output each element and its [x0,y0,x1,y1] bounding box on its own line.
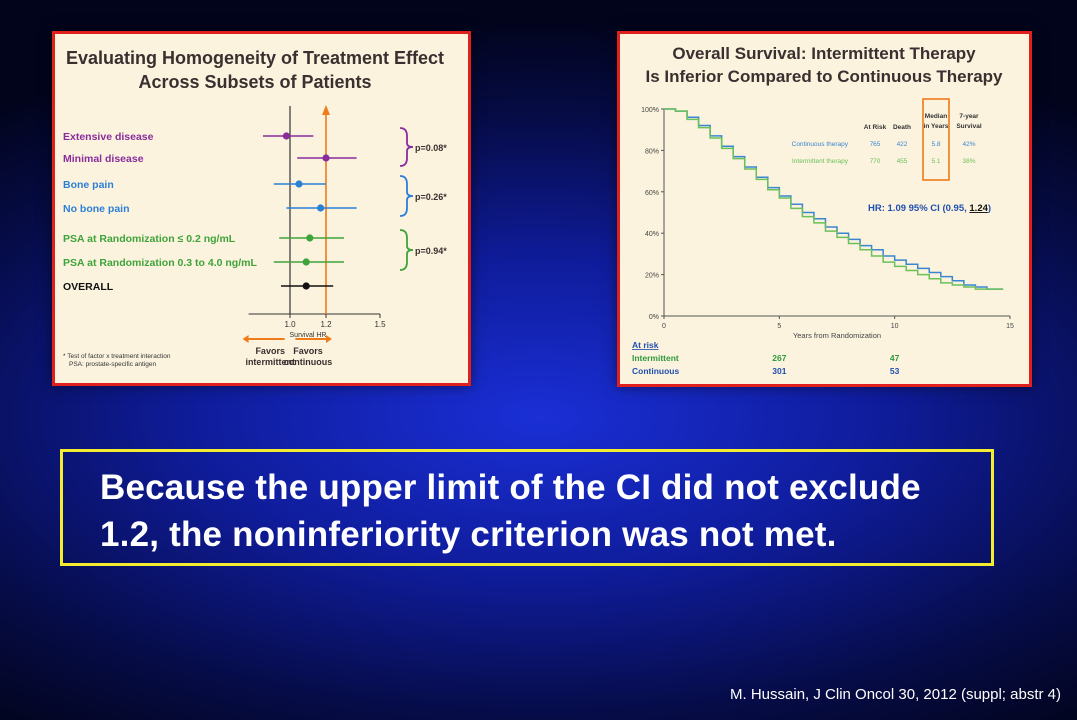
km-table-row-label: Continuous therapy [792,141,849,148]
km-median-highlight-box [922,98,950,181]
favors-intermittent-label-2: intermittent [245,357,295,367]
forest-point [302,258,310,266]
forest-p-value: p=0.26* [415,192,447,202]
km-table-header: Survival [956,123,981,130]
forest-row-label: Extensive disease [63,131,154,143]
km-x-tick-label: 5 [777,323,781,330]
forest-point [295,180,303,188]
km-table-header: 7-year [959,113,979,120]
forest-brace [399,175,414,217]
km-table-cell: 422 [897,141,908,148]
forest-row-label: Minimal disease [63,153,144,165]
forest-plot: Evaluating Homogeneity of Treatment Effe… [63,48,447,368]
forest-footnote-2: PSA: prostate-specific antigen [69,361,156,368]
favors-intermittent-arrowhead [242,335,249,343]
km-y-tick-label: 60% [645,190,659,197]
km-x-axis-label: Years from Randomization [793,331,881,340]
km-title-line2: Is Inferior Compared to Continuous Thera… [645,67,1003,86]
km-at-risk-value: 301 [772,366,786,376]
km-y-tick-label: 100% [641,107,659,114]
forest-x-tick-label: 1.5 [374,320,386,329]
forest-point [317,204,325,212]
forest-title-line2: Across Subsets of Patients [138,72,371,92]
km-y-tick-label: 20% [645,273,659,280]
km-at-risk-label: Continuous [632,366,679,376]
forest-title-line1: Evaluating Homogeneity of Treatment Effe… [66,48,444,68]
km-table-cell: 38% [962,158,975,165]
km-at-risk-title: At risk [632,340,659,350]
km-at-risk-label: Intermittent [632,353,679,363]
km-title-line1: Overall Survival: Intermittent Therapy [672,44,976,63]
km-x-tick-label: 15 [1006,323,1014,330]
km-x-tick-label: 0 [662,323,666,330]
km-table-header: Death [893,124,911,131]
forest-row-label: OVERALL [63,281,114,293]
forest-brace [399,229,414,271]
km-table-cell: 42% [962,141,975,148]
forest-p-value: p=0.94* [415,246,447,256]
forest-p-value: p=0.08* [415,143,447,153]
km-curve [664,108,1004,290]
conclusion-callout: Because the upper limit of the CI did no… [60,449,994,566]
callout-line-1: Because the upper limit of the CI did no… [100,468,921,507]
favors-intermittent-label-1: Favors [255,346,285,356]
km-at-risk-value: 47 [890,353,900,363]
forest-plot-panel: Evaluating Homogeneity of Treatment Effe… [52,31,471,386]
km-table-header: At Risk [864,124,887,131]
forest-point [282,132,290,140]
km-hr-text: HR: 1.09 95% CI (0.95, 1.24) [868,203,991,214]
km-at-risk-value: 53 [890,366,900,376]
forest-point [302,282,310,290]
km-x-tick-label: 10 [891,323,899,330]
forest-margin-arrow [322,105,330,115]
forest-point [322,154,330,162]
km-table-cell: 455 [897,158,908,165]
forest-x-axis-label: Survival HR [290,332,327,339]
favors-continuous-arrowhead [326,335,332,343]
citation: M. Hussain, J Clin Oncol 30, 2012 (suppl… [730,686,1061,703]
km-y-tick-label: 0% [649,314,659,321]
km-table-header: in Years [924,123,949,130]
km-table-row-label: Intermittent therapy [792,158,849,165]
forest-row-label: PSA at Randomization 0.3 to 4.0 ng/mL [63,257,257,269]
forest-footnote-1: * Test of factor x treatment interaction [63,353,171,360]
km-table-cell: 5.8 [931,141,940,148]
km-at-risk-value: 267 [772,353,786,363]
forest-row-label: Bone pain [63,179,114,191]
km-table-cell: 765 [870,141,881,148]
km-survival-plot: Overall Survival: Intermittent Therapy I… [632,44,1014,376]
forest-x-tick-label: 1.0 [284,320,296,329]
km-table-cell: 5.1 [931,158,940,165]
forest-brace [399,127,414,167]
km-table-header: Median [925,113,947,120]
favors-continuous-label-2: continuous [284,357,333,367]
km-hr-upper-limit: 1.24 [969,203,988,214]
km-y-tick-label: 80% [645,148,659,155]
km-table-cell: 770 [870,158,881,165]
forest-x-tick-label: 1.2 [320,320,332,329]
km-curve [664,108,1004,290]
callout-line-2: 1.2, the noninferiority criterion was no… [100,515,837,554]
forest-row-label: No bone pain [63,203,130,215]
forest-row-label: PSA at Randomization ≤ 0.2 ng/mL [63,233,236,245]
km-y-tick-label: 40% [645,231,659,238]
favors-continuous-label-1: Favors [293,346,323,356]
km-plot-panel: Overall Survival: Intermittent Therapy I… [617,31,1032,387]
forest-point [306,234,314,242]
